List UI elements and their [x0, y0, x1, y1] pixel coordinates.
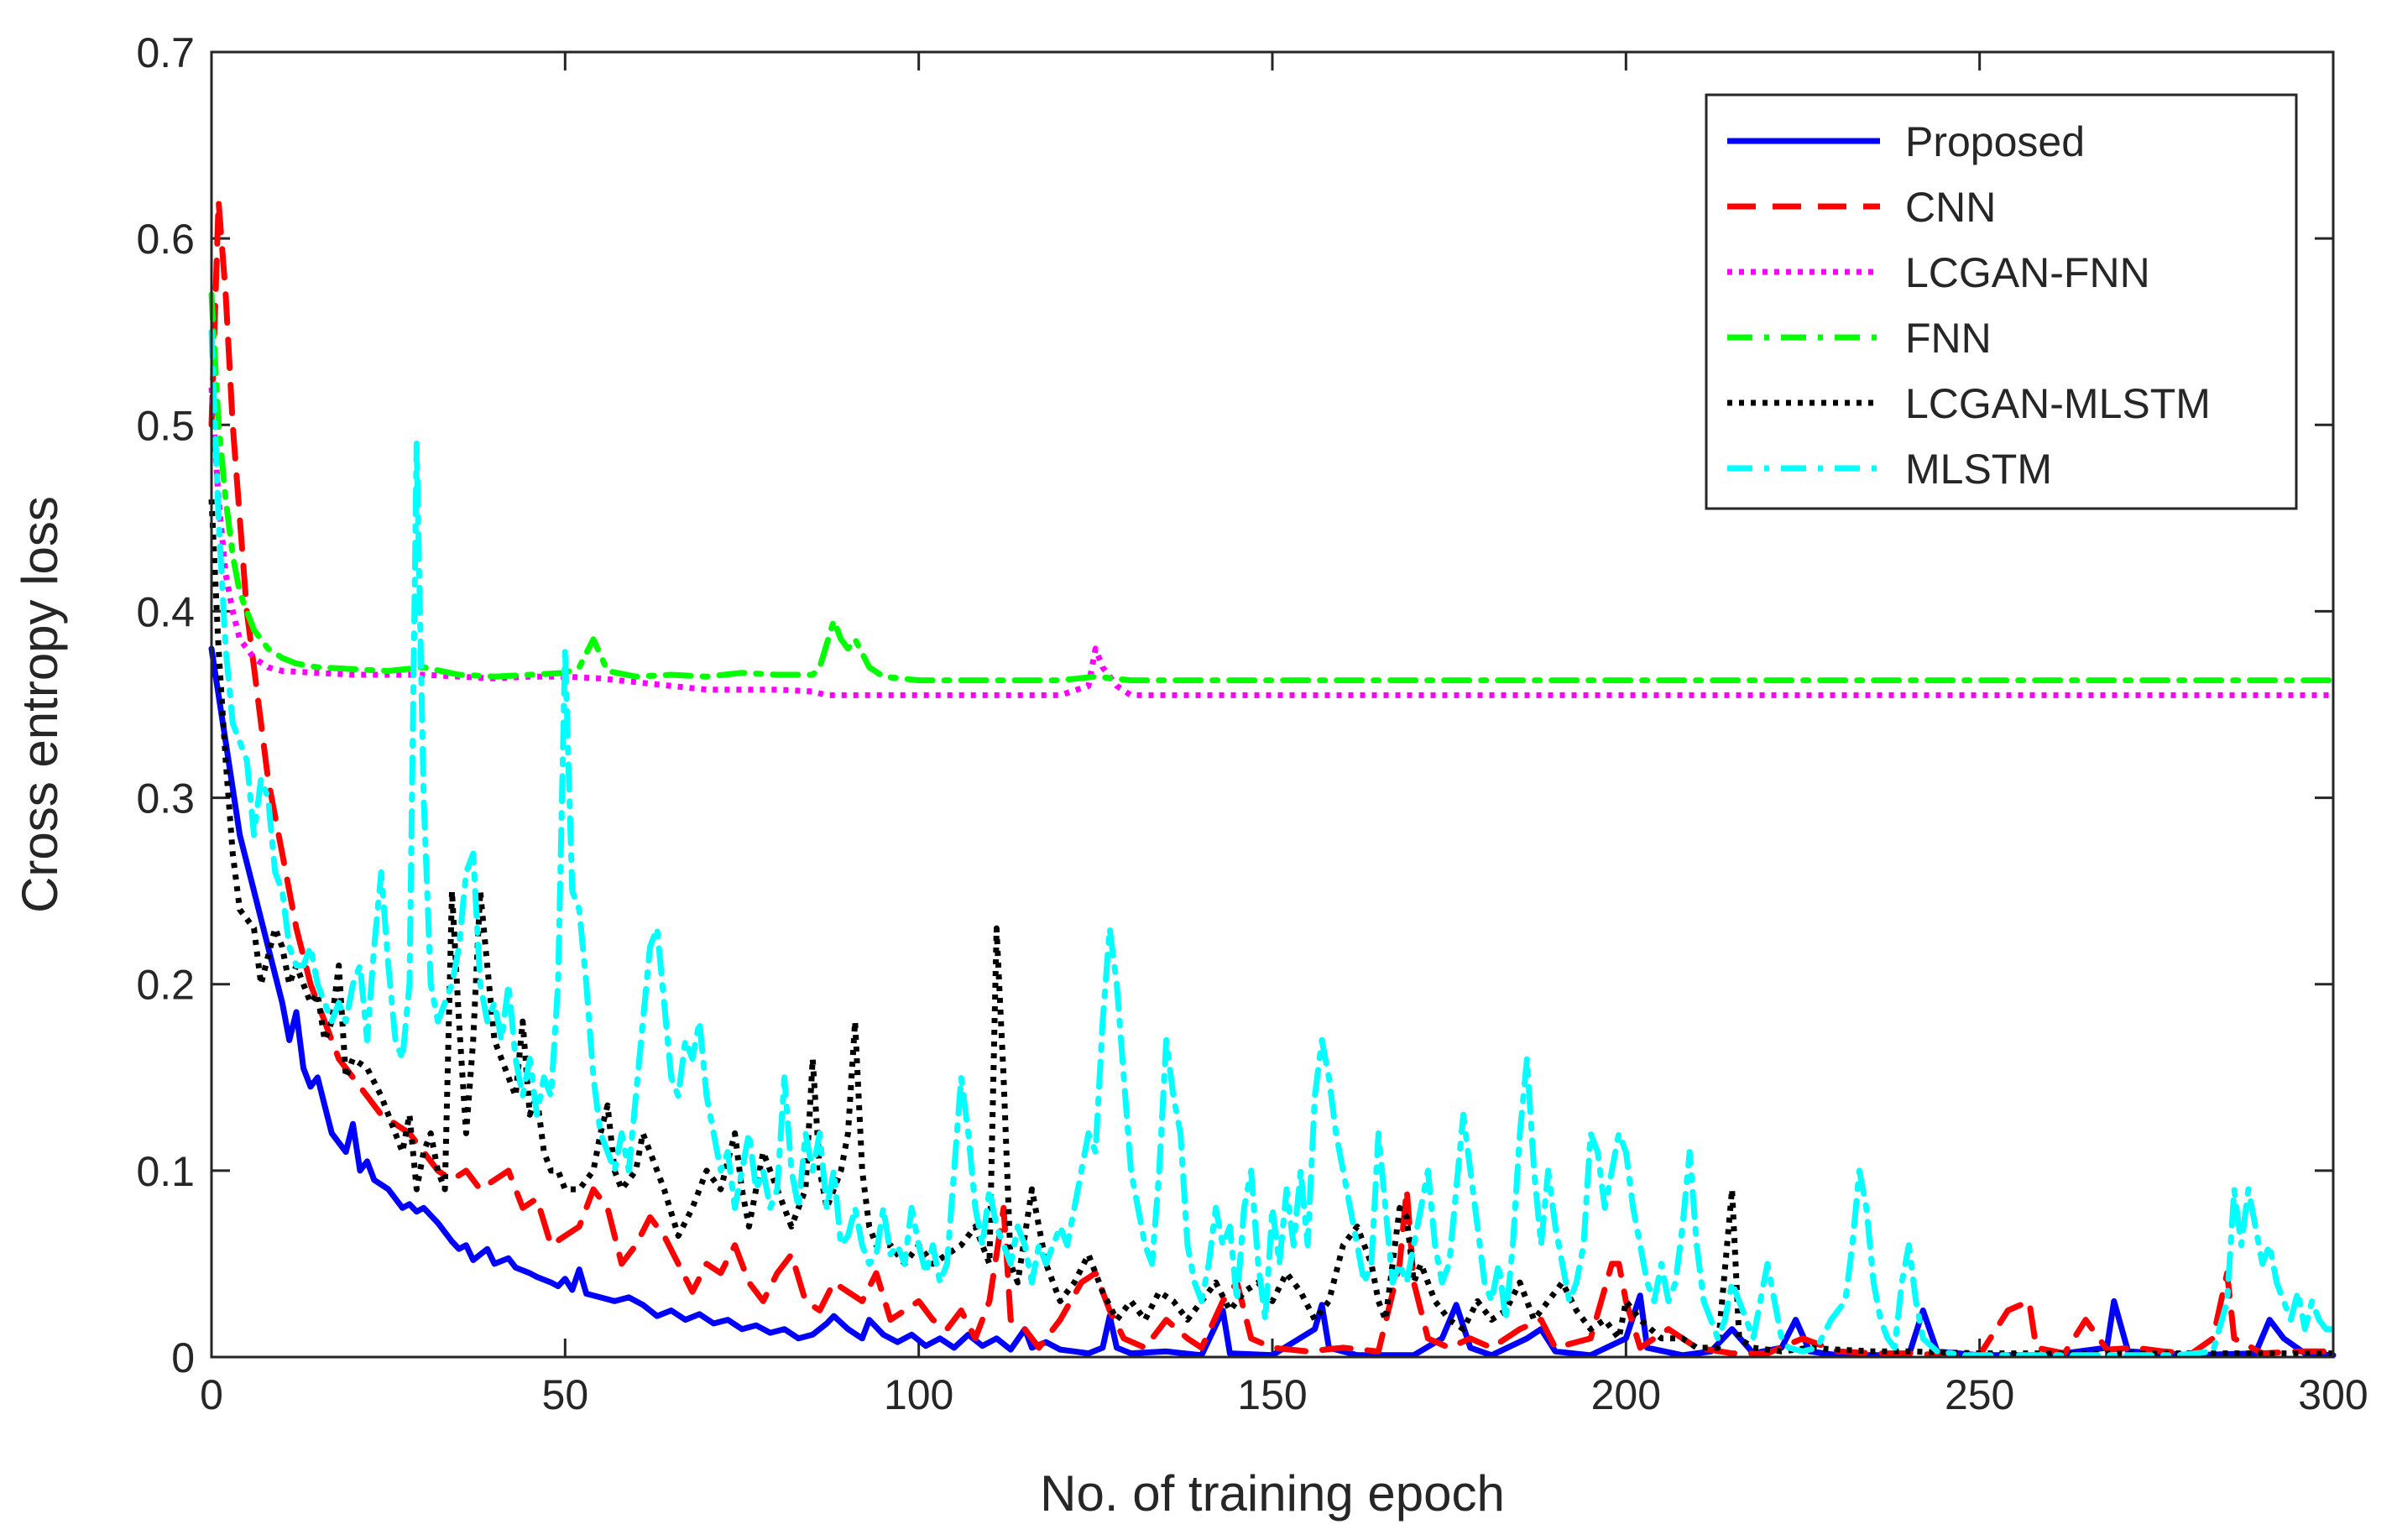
legend-label: Proposed	[1905, 118, 2085, 165]
y-tick-label: 0.4	[136, 588, 195, 635]
y-tick-label: 0	[171, 1334, 195, 1381]
x-tick-label: 300	[2298, 1371, 2368, 1418]
y-tick-label: 0.1	[136, 1148, 195, 1195]
y-tick-label: 0.3	[136, 775, 195, 822]
plot-frame	[210, 50, 2335, 1359]
legend-label: LCGAN-MLSTM	[1905, 380, 2211, 427]
x-axis-label: No. of training epoch	[1040, 1465, 1505, 1522]
x-tick-label: 0	[200, 1371, 223, 1418]
x-tick-label: 50	[542, 1371, 589, 1418]
y-tick-label: 0.5	[136, 402, 195, 449]
y-tick-label: 0.7	[136, 29, 195, 76]
y-tick-label: 0.2	[136, 962, 195, 1009]
legend-label: LCGAN-FNN	[1905, 249, 2150, 296]
series-line-lcgan-fnn	[208, 387, 2333, 698]
series-group	[208, 198, 2337, 1359]
series-line-cnn	[208, 198, 2337, 1359]
series-line-mlstm	[208, 328, 2337, 1359]
series-line-fnn	[208, 291, 2337, 684]
x-tick-label: 150	[1237, 1371, 1307, 1418]
y-tick-label: 0.6	[136, 216, 195, 263]
series-line-proposed	[208, 645, 2337, 1359]
legend-label: MLSTM	[1905, 446, 2052, 493]
x-tick-label: 250	[1945, 1371, 2014, 1418]
legend: Proposed CNN LCGAN-FNN FNN LCGAN-MLSTM MLSTM	[1705, 93, 2298, 510]
x-tick-label: 100	[884, 1371, 953, 1418]
y-axis-label: Cross entropy loss	[12, 496, 68, 913]
legend-label: FNN	[1905, 315, 1992, 362]
series-line-lcgan-mlstm	[208, 499, 2333, 1357]
x-tick-label: 200	[1591, 1371, 1661, 1418]
legend-box	[1705, 93, 2298, 510]
legend-label: CNN	[1905, 184, 1996, 231]
tick-group: 0 50 100 150 200 250 300 0 0.1 0.2 0.3 0.4 0.5 0.6 0.7	[136, 29, 2368, 1418]
